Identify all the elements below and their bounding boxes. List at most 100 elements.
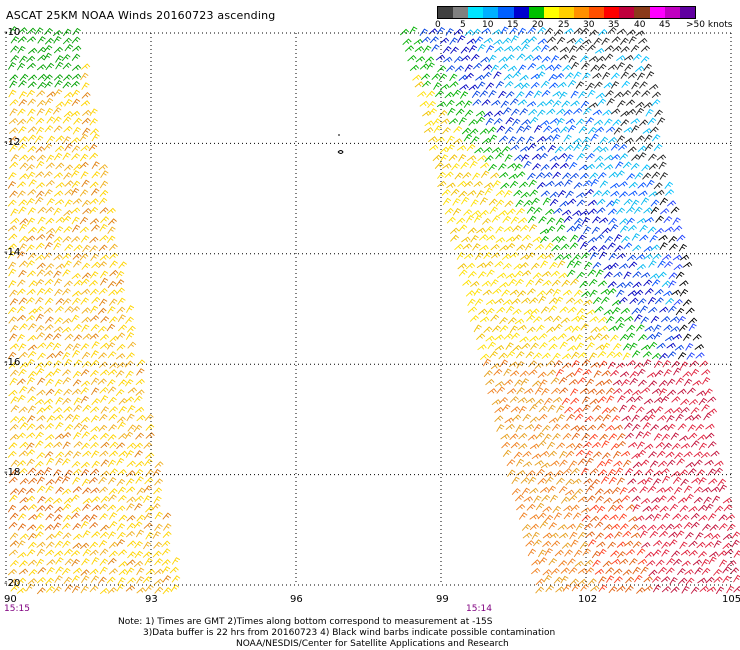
wind-barb <box>26 62 37 70</box>
wind-barb <box>98 361 109 369</box>
wind-barb <box>125 396 135 403</box>
wind-barb <box>558 560 568 568</box>
wind-barb <box>71 36 81 44</box>
wind-barb <box>36 126 45 135</box>
wind-barb <box>100 395 109 403</box>
wind-barb <box>606 575 615 583</box>
wind-barb <box>617 551 626 559</box>
wind-barb <box>71 89 81 98</box>
wind-barb <box>19 361 29 369</box>
wind-barb <box>544 242 554 250</box>
wind-barb <box>494 260 504 268</box>
wind-barb <box>81 82 90 90</box>
wind-barb <box>651 91 661 99</box>
wind-barb <box>508 278 517 287</box>
wind-barb <box>546 441 556 450</box>
wind-barb <box>537 38 548 45</box>
wind-barb <box>127 551 136 559</box>
wind-barb <box>458 190 468 198</box>
wind-barb <box>526 503 536 511</box>
wind-barb <box>477 155 487 162</box>
wind-barb <box>52 407 63 414</box>
wind-barb <box>498 396 509 404</box>
wind-barb <box>25 314 36 322</box>
wind-barb <box>600 296 610 304</box>
wind-barb <box>548 335 558 343</box>
wind-barb <box>61 476 71 484</box>
wind-barb <box>154 511 163 520</box>
wind-barb <box>145 432 155 439</box>
wind-barb <box>117 469 127 476</box>
wind-barb <box>64 333 74 341</box>
wind-barb <box>583 261 593 270</box>
wind-barb <box>475 74 485 81</box>
wind-barb <box>107 459 117 468</box>
wind-barb <box>705 423 715 430</box>
wind-barb <box>552 396 563 403</box>
wind-barb <box>16 577 27 585</box>
wind-barb <box>90 188 100 196</box>
wind-barb <box>516 136 526 144</box>
wind-barb <box>17 513 27 521</box>
wind-barb <box>562 467 572 475</box>
wind-barb <box>530 262 540 270</box>
wind-barb <box>683 521 693 529</box>
wind-barb <box>116 343 126 351</box>
wind-barb <box>539 152 548 160</box>
wind-barb <box>152 550 162 558</box>
wind-barb <box>143 541 152 550</box>
wind-barb <box>108 243 118 251</box>
wind-barb <box>154 568 164 575</box>
wind-barb <box>570 90 579 99</box>
wind-barb <box>457 180 467 188</box>
wind-barb <box>481 280 491 287</box>
wind-barb <box>589 289 598 298</box>
wind-barb <box>447 107 456 116</box>
wind-barb <box>673 486 683 495</box>
wind-barb <box>697 434 707 441</box>
wind-barb <box>607 361 617 370</box>
wind-barb <box>136 514 146 522</box>
wind-barb <box>455 108 465 116</box>
wind-barb <box>73 117 82 125</box>
wind-barb <box>9 108 18 116</box>
wind-barb <box>633 206 643 214</box>
wind-barb <box>108 541 118 549</box>
wind-barb <box>611 36 621 43</box>
wind-barb <box>36 452 46 459</box>
wind-barb <box>521 119 531 126</box>
wind-barb <box>64 43 74 52</box>
wind-barb <box>585 531 595 538</box>
wind-barb <box>631 90 641 98</box>
wind-barb <box>514 82 524 89</box>
wind-barb <box>550 377 560 385</box>
wind-barb <box>534 460 544 466</box>
wind-barb <box>643 398 654 405</box>
wind-barb <box>625 576 635 584</box>
wind-barb <box>27 207 36 215</box>
wind-barb <box>500 182 510 190</box>
wind-barb <box>584 450 594 458</box>
wind-barb <box>685 342 694 351</box>
wind-barb <box>618 404 628 413</box>
wind-barb <box>89 406 100 413</box>
wind-barb <box>89 514 98 522</box>
wind-barb <box>36 90 46 98</box>
wind-barb <box>154 461 164 469</box>
wind-barb <box>609 223 619 232</box>
wind-barb <box>603 82 613 89</box>
wind-barb <box>518 405 527 414</box>
wind-barb <box>590 64 600 72</box>
wind-barb <box>539 342 548 350</box>
wind-barb <box>64 188 74 196</box>
wind-barb <box>82 404 92 412</box>
wind-barb <box>587 269 597 277</box>
wind-barb <box>631 81 640 90</box>
wind-barb <box>44 524 54 531</box>
wind-barb <box>44 496 54 504</box>
wind-barb <box>613 351 623 359</box>
wind-barb <box>26 458 35 467</box>
wind-barb <box>651 388 662 394</box>
wind-barb <box>673 263 683 271</box>
wind-barb <box>610 72 620 80</box>
